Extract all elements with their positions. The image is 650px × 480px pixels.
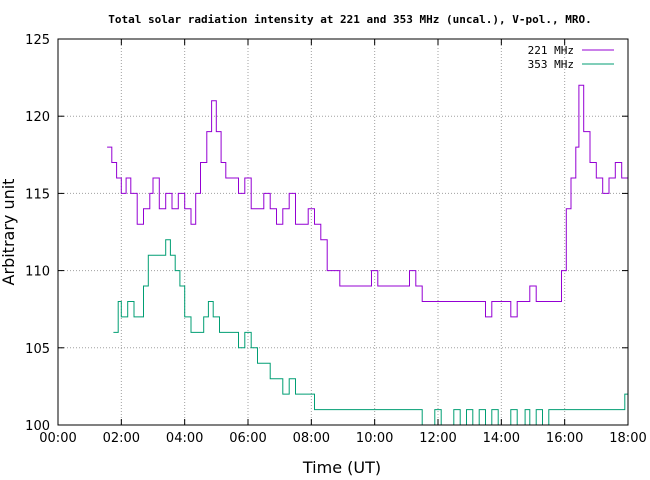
x-tick-label: 00:00 [39, 431, 76, 446]
legend: 221 MHz 353 MHz [528, 44, 614, 71]
y-tick-label: 115 [25, 187, 50, 202]
legend-label-353: 353 MHz [528, 58, 574, 71]
x-tick-label: 18:00 [609, 431, 646, 446]
y-tick-label: 105 [25, 342, 50, 357]
x-tick-label: 06:00 [229, 431, 266, 446]
x-tick-label: 16:00 [546, 431, 583, 446]
series-line-221-mhz [107, 84, 629, 318]
plot-frame [57, 38, 629, 426]
y-tick-label: 110 [25, 265, 50, 280]
series-line-353-mhz [113, 239, 628, 426]
x-tick-label: 04:00 [166, 431, 203, 446]
chart-title: Total solar radiation intensity at 221 a… [108, 13, 591, 26]
grid [58, 39, 628, 425]
x-tick-label: 02:00 [103, 431, 140, 446]
x-tick-label: 10:00 [356, 431, 393, 446]
x-tick-label: 12:00 [419, 431, 456, 446]
x-tick-label: 14:00 [483, 431, 520, 446]
y-tick-label: 100 [25, 419, 50, 434]
y-tick-label: 125 [25, 33, 50, 48]
x-tick-label: 08:00 [293, 431, 330, 446]
axis-ticks: 00:00 02:00 04:00 06:00 08:00 10:00 12:00 14:00… [25, 33, 647, 446]
y-tick-label: 120 [25, 110, 50, 125]
y-axis-label: Arbitrary unit [0, 179, 18, 286]
data-series [107, 84, 629, 426]
legend-label-221: 221 MHz [528, 44, 574, 57]
x-axis-label: Time (UT) [302, 458, 381, 477]
